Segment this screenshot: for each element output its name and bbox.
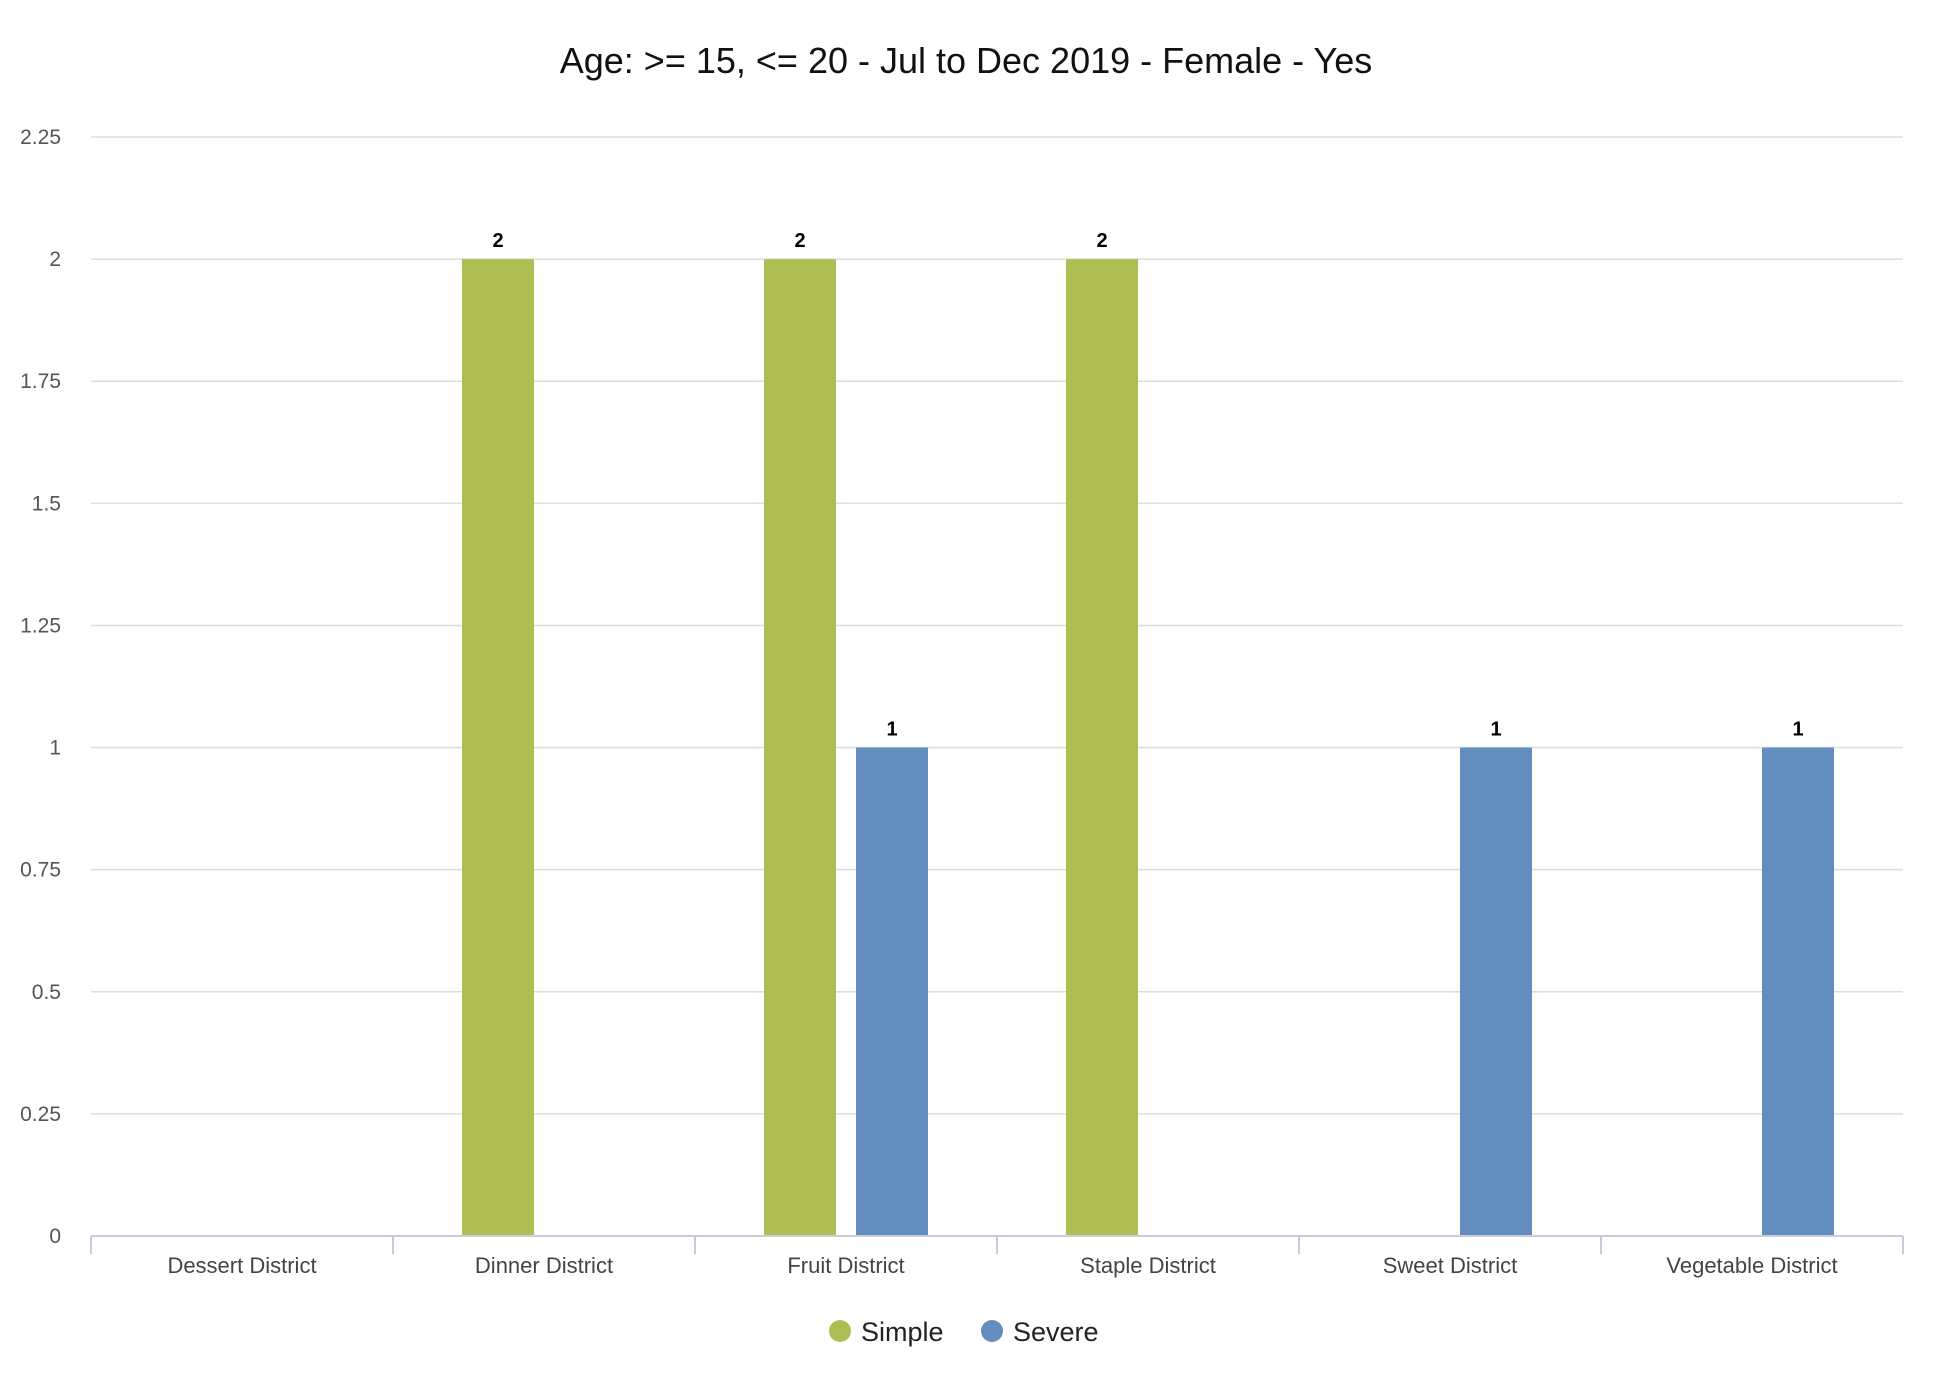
y-tick-label: 0.25 xyxy=(20,1103,61,1126)
data-label: 1 xyxy=(886,719,897,741)
y-tick-label: 2 xyxy=(49,248,61,271)
x-tick-label: Staple District xyxy=(1080,1253,1216,1278)
legend-label: Severe xyxy=(1013,1317,1099,1347)
bar-severe[interactable] xyxy=(1762,747,1834,1236)
data-labels: 2 2 1 2 1 1 xyxy=(492,230,1803,740)
legend-marker xyxy=(829,1320,851,1342)
x-axis: Dessert District Dinner District Fruit Dis… xyxy=(90,1235,1904,1278)
y-tick-label: 0.5 xyxy=(32,981,61,1004)
data-label: 1 xyxy=(1490,719,1501,741)
legend[interactable]: Simple Severe xyxy=(829,1317,1099,1347)
legend-item-simple[interactable]: Simple xyxy=(829,1317,944,1347)
x-tick-label: Sweet District xyxy=(1383,1253,1517,1278)
legend-marker xyxy=(981,1320,1003,1342)
bars xyxy=(462,259,1834,1237)
bar-simple[interactable] xyxy=(462,259,534,1237)
legend-item-severe[interactable]: Severe xyxy=(981,1317,1099,1347)
bar-simple[interactable] xyxy=(1066,259,1138,1237)
y-tick-label: 0 xyxy=(49,1225,61,1248)
bar-simple[interactable] xyxy=(764,259,836,1237)
y-tick-label: 1.75 xyxy=(20,370,61,393)
data-label: 2 xyxy=(1096,230,1107,252)
x-tick-label: Dessert District xyxy=(167,1253,316,1278)
x-tick-label: Vegetable District xyxy=(1666,1253,1837,1278)
y-axis-ticks: 0 0.25 0.5 0.75 1 1.25 1.5 1.75 2 2.25 xyxy=(20,126,61,1248)
y-tick-label: 1.5 xyxy=(32,492,61,515)
data-label: 1 xyxy=(1792,719,1803,741)
x-tick-label: Dinner District xyxy=(475,1253,613,1278)
legend-label: Simple xyxy=(861,1317,944,1347)
bar-severe[interactable] xyxy=(856,747,928,1236)
chart-title: Age: >= 15, <= 20 - Jul to Dec 2019 - Fe… xyxy=(560,40,1373,81)
data-label: 2 xyxy=(794,230,805,252)
y-tick-label: 2.25 xyxy=(20,126,61,149)
y-tick-label: 0.75 xyxy=(20,859,61,882)
data-label: 2 xyxy=(492,230,503,252)
y-tick-label: 1.25 xyxy=(20,614,61,637)
gridlines xyxy=(91,136,1903,1115)
bar-severe[interactable] xyxy=(1460,747,1532,1236)
y-tick-label: 1 xyxy=(49,737,61,760)
x-tick-label: Fruit District xyxy=(787,1253,904,1278)
